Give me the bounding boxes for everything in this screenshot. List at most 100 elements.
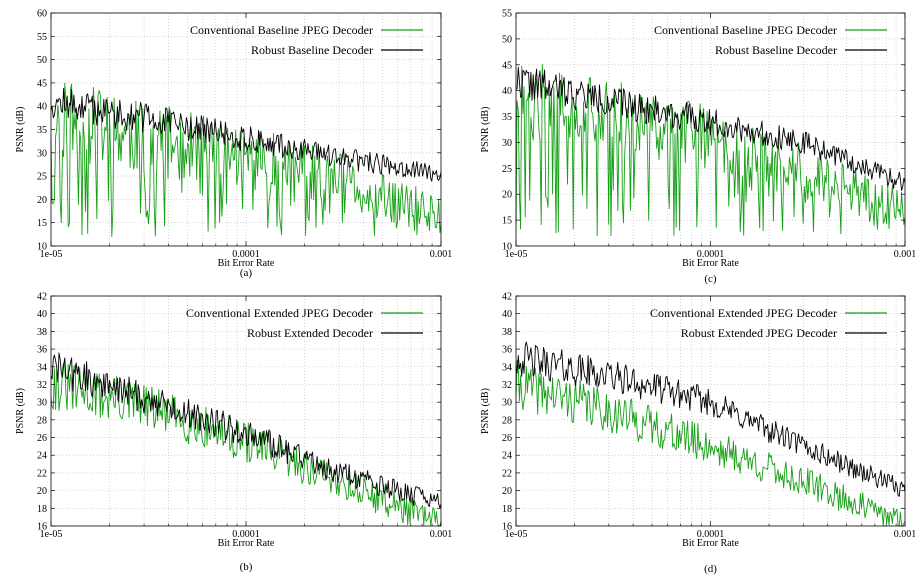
legend-label: Conventional Extended JPEG Decoder (650, 306, 837, 320)
series-line-conventional (50, 362, 442, 527)
y-tick-label: 50 (37, 55, 47, 66)
legend: Conventional Baseline JPEG Decoder Robust… (190, 23, 423, 57)
y-tick-label: 26 (37, 433, 47, 444)
y-tick-label: 15 (37, 218, 47, 229)
y-tick-label: 35 (37, 125, 47, 136)
series-group (50, 82, 442, 238)
y-tick-label: 22 (502, 468, 512, 479)
legend-label: Robust Baseline Decoder (715, 43, 837, 57)
y-axis-label: PSNR (dB) (480, 388, 491, 434)
series-line-conventional (515, 64, 906, 237)
legend-label: Conventional Baseline JPEG Decoder (190, 23, 373, 37)
y-tick-label: 34 (37, 362, 47, 373)
y-tick-label: 38 (502, 327, 512, 338)
x-axis-label: Bit Error Rate (218, 258, 275, 269)
series-line-robust (515, 66, 906, 191)
series-group (50, 352, 442, 527)
x-tick-label: 0.001 (430, 249, 453, 260)
panel-caption: (d) (704, 563, 717, 575)
y-tick-label: 20 (502, 190, 512, 201)
x-tick-label: 0.0001 (232, 529, 260, 540)
y-tick-label: 20 (37, 486, 47, 497)
x-tick-label: 1e-05 (505, 249, 528, 260)
y-tick-label: 40 (37, 102, 47, 113)
x-tick-label: 0.0001 (697, 249, 725, 260)
y-tick-label: 10 (502, 242, 512, 253)
y-tick-label: 45 (502, 60, 512, 71)
y-tick-label: 55 (37, 32, 47, 43)
y-tick-label: 32 (37, 380, 47, 391)
y-tick-label: 40 (502, 309, 512, 320)
y-tick-label: 16 (37, 522, 47, 533)
y-tick-label: 32 (502, 380, 512, 391)
y-tick-label: 34 (502, 362, 512, 373)
x-tick-label: 0.001 (894, 249, 915, 260)
panel-caption: (b) (240, 561, 253, 573)
y-tick-label: 55 (502, 9, 512, 20)
y-tick-label: 24 (502, 451, 512, 462)
y-tick-label: 40 (502, 86, 512, 97)
y-tick-label: 60 (37, 9, 47, 20)
x-tick-label: 0.0001 (697, 529, 725, 540)
y-tick-label: 22 (37, 468, 47, 479)
legend-label: Robust Extended Decoder (247, 326, 373, 340)
series-line-robust (515, 341, 906, 497)
y-tick-label: 30 (502, 138, 512, 149)
y-tick-label: 42 (37, 292, 47, 303)
legend: Conventional Extended JPEG Decoder Robust… (186, 306, 423, 340)
panel-c: 10 15 20 25 30 35 40 45 50 55 1e-05 0.0001 0.001 Bit … (480, 9, 915, 286)
legend: Conventional Extended JPEG Decoder Robust… (650, 306, 887, 340)
panel-caption: (c) (704, 273, 717, 285)
series-line-robust (50, 87, 442, 182)
y-axis-label: PSNR (dB) (480, 107, 491, 153)
y-tick-label: 30 (502, 398, 512, 409)
y-tick-label: 36 (502, 345, 512, 356)
y-tick-label: 24 (37, 451, 47, 462)
y-tick-label: 18 (37, 504, 47, 515)
y-tick-label: 42 (502, 292, 512, 303)
x-tick-label: 1e-05 (40, 529, 63, 540)
series-line-conventional (50, 82, 442, 238)
x-axis-label: Bit Error Rate (218, 538, 275, 549)
series-line-robust (50, 352, 442, 509)
legend: Conventional Baseline JPEG Decoder Robust… (654, 23, 887, 57)
x-tick-label: 0.001 (894, 529, 915, 540)
y-tick-label: 35 (502, 112, 512, 123)
y-tick-label: 28 (37, 415, 47, 426)
x-axis-label: Bit Error Rate (682, 538, 739, 549)
x-tick-label: 0.001 (430, 529, 453, 540)
y-tick-label: 30 (37, 148, 47, 159)
legend-label: Conventional Extended JPEG Decoder (186, 306, 373, 320)
panel-a: 10 15 20 25 30 35 40 45 50 55 60 1e-05 0.0001 0.001 Bi… (15, 9, 452, 280)
x-tick-label: 1e-05 (505, 529, 528, 540)
panel-caption: (a) (240, 267, 253, 279)
y-tick-label: 16 (502, 522, 512, 533)
y-tick-label: 10 (37, 242, 47, 253)
y-tick-label: 25 (37, 172, 47, 183)
y-tick-label: 15 (502, 216, 512, 227)
legend-label: Robust Baseline Decoder (251, 43, 373, 57)
y-tick-label: 18 (502, 504, 512, 515)
y-tick-label: 36 (37, 345, 47, 356)
grid (516, 296, 905, 526)
legend-label: Robust Extended JPEG Decoder (681, 326, 837, 340)
x-tick-label: 1e-05 (40, 249, 63, 260)
series-group (515, 64, 906, 237)
x-tick-label: 0.0001 (232, 249, 260, 260)
y-tick-label: 20 (502, 486, 512, 497)
y-tick-label: 45 (37, 78, 47, 89)
y-tick-label: 40 (37, 309, 47, 320)
panel-b: 16 18 20 22 24 26 28 30 32 34 36 38 40 42 1e-05 0.0001 0… (15, 292, 452, 574)
x-axis-label: Bit Error Rate (682, 258, 739, 269)
y-tick-label: 30 (37, 398, 47, 409)
y-axis-label: PSNR (dB) (15, 388, 26, 434)
y-tick-label: 38 (37, 327, 47, 338)
panel-d: 16 18 20 22 24 26 28 30 32 34 36 38 40 42 1e-05 0.0001 0… (480, 292, 915, 576)
series-line-conventional (515, 360, 906, 527)
y-tick-label: 50 (502, 34, 512, 45)
y-tick-label: 25 (502, 164, 512, 175)
legend-label: Conventional Baseline JPEG Decoder (654, 23, 837, 37)
y-tick-label: 20 (37, 195, 47, 206)
grid (51, 296, 441, 526)
